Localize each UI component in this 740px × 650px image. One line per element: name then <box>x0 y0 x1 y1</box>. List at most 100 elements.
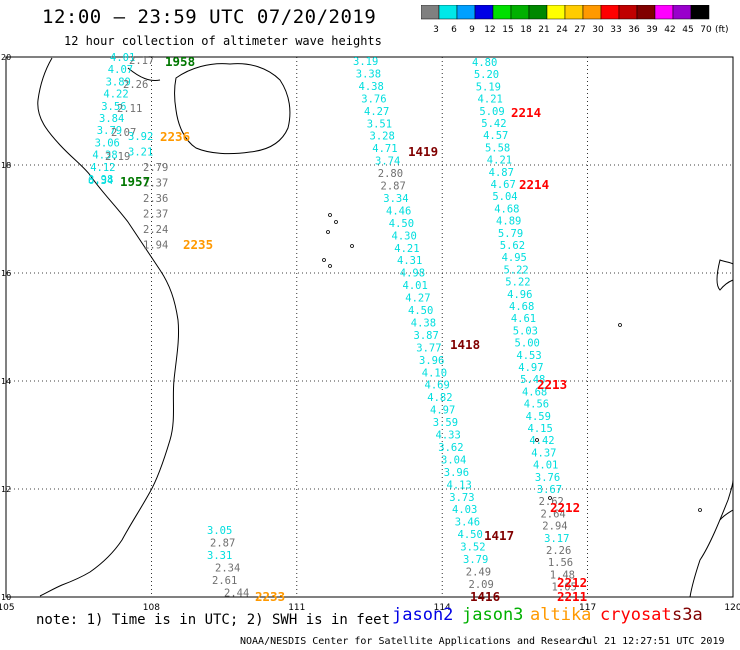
lon-tick-label: 111 <box>288 603 305 613</box>
swh-value: 2.19 <box>105 151 130 163</box>
swh-value: 3.21 <box>128 147 153 159</box>
pass-time-label: 1957 <box>120 174 150 189</box>
swh-value: 4.38 <box>92 150 117 162</box>
island <box>618 323 622 327</box>
swh-value: 4.22 <box>103 89 128 101</box>
swh-value: 3.04 <box>441 454 466 466</box>
lat-tick-label: 18 <box>1 161 11 170</box>
units-note: note: 1) Time is in UTC; 2) SWH is in fe… <box>36 612 391 628</box>
swh-value: 4.27 <box>405 293 430 305</box>
swh-value: 3.89 <box>106 76 131 88</box>
swh-value: 2.87 <box>381 181 406 193</box>
swh-value: 3.06 <box>95 137 120 149</box>
swh-value: 4.46 <box>386 205 411 217</box>
swh-value: 4.21 <box>478 94 503 106</box>
swh-value: 4.87 <box>489 167 514 179</box>
swh-value: 2.26 <box>546 545 571 557</box>
swh-value: 4.50 <box>389 218 414 230</box>
coastline <box>689 479 734 598</box>
swh-value: 4.38 <box>359 81 384 93</box>
credit-text: NOAA/NESDIS Center for Satellite Applica… <box>240 636 590 647</box>
swh-value: 5.22 <box>505 277 530 289</box>
lon-tick-label: 105 <box>0 603 15 613</box>
pass-time-label: 1419 <box>408 144 438 159</box>
swh-value: 4.82 <box>427 392 452 404</box>
swh-value: 5.58 <box>485 142 510 154</box>
swh-value: 3.05 <box>207 525 232 537</box>
pass-time-label: 2212 <box>550 500 580 515</box>
lon-tick-label: 120 <box>724 603 740 613</box>
swh-value: 5.04 <box>492 191 517 203</box>
scale-swatch <box>690 5 710 20</box>
swh-value: 2.62 <box>539 496 564 508</box>
swh-value: 4.97 <box>430 405 455 417</box>
swh-value: 3.19 <box>353 56 378 68</box>
island <box>328 264 332 268</box>
swh-value: 5.62 <box>500 240 525 252</box>
swh-value: 5.42 <box>481 118 506 130</box>
swh-value: 4.42 <box>529 435 554 447</box>
scale-tick-label: 6 <box>451 25 457 35</box>
scale-tick-label: 39 <box>646 25 658 35</box>
lon-tick-label: 117 <box>579 603 596 613</box>
scale-tick-label: 30 <box>592 25 604 35</box>
swh-value: 3.17 <box>544 533 569 545</box>
swh-value: 3.87 <box>414 330 439 342</box>
chart-subtitle: 12 hour collection of altimeter wave hei… <box>64 34 382 48</box>
pass-time-label: 1416 <box>470 589 500 604</box>
swh-value: 3.34 <box>383 193 408 205</box>
swh-value: 5.03 <box>513 325 538 337</box>
coastline <box>719 509 734 521</box>
swh-value: 6.34 <box>88 175 113 187</box>
island <box>326 230 330 234</box>
swh-value: 4.31 <box>397 255 422 267</box>
swh-value: 4.21 <box>487 155 512 167</box>
swh-value: 4.57 <box>483 130 508 142</box>
scale-tick-label: 36 <box>628 25 640 35</box>
swh-value: 3.51 <box>367 118 392 130</box>
swh-value: 2.94 <box>542 521 567 533</box>
pass-time-label: 2211 <box>557 589 587 604</box>
pass-time-label: 2236 <box>160 129 190 144</box>
swh-value: 2.61 <box>212 575 237 587</box>
scale-tick-label: 21 <box>538 25 549 35</box>
swh-value: 4.53 <box>516 350 541 362</box>
swh-value: 4.15 <box>528 423 553 435</box>
swh-value: 3.52 <box>460 542 485 554</box>
lat-tick-label: 20 <box>1 53 11 62</box>
swh-value: 4.68 <box>494 203 519 215</box>
swh-value: 3.74 <box>375 156 400 168</box>
swh-value: 2.24 <box>143 224 168 236</box>
island <box>322 258 326 262</box>
swh-value: 2.44 <box>224 588 249 600</box>
swh-value: 3.79 <box>463 554 488 566</box>
swh-value: 4.30 <box>392 230 417 242</box>
swh-value: 4.21 <box>394 243 419 255</box>
swh-value: 3.76 <box>361 93 386 105</box>
island <box>548 496 552 500</box>
pass-time-label: 2235 <box>183 237 213 252</box>
swh-value: 5.19 <box>476 81 501 93</box>
scale-tick-label: 33 <box>610 25 621 35</box>
swh-value: 4.61 <box>511 313 536 325</box>
legend-cryosat: cryosat <box>600 605 672 625</box>
swh-value: 4.80 <box>472 57 497 69</box>
pass-time-label: 2213 <box>537 377 567 392</box>
color-scale-legend: 3 6 9 12 15 18 21 24 27 30 33 36 39 42 45 70 (ft) <box>421 5 729 35</box>
swh-value: 4.89 <box>496 216 521 228</box>
swh-value: 2.80 <box>378 168 403 180</box>
swh-value: 4.71 <box>372 143 397 155</box>
swh-value: 4.01 <box>403 280 428 292</box>
island <box>698 508 702 512</box>
coastline <box>127 67 161 81</box>
chart-title: 12:00 – 23:59 UTC 07/20/2019 <box>42 6 377 28</box>
legend-jason3: jason3 <box>462 605 524 625</box>
island <box>535 438 539 442</box>
swh-value: 3.38 <box>356 68 381 80</box>
swh-value: 4.69 <box>425 380 450 392</box>
swh-value: 4.27 <box>364 106 389 118</box>
swh-value: 3.67 <box>537 484 562 496</box>
island <box>328 213 332 217</box>
coastline <box>716 259 734 291</box>
